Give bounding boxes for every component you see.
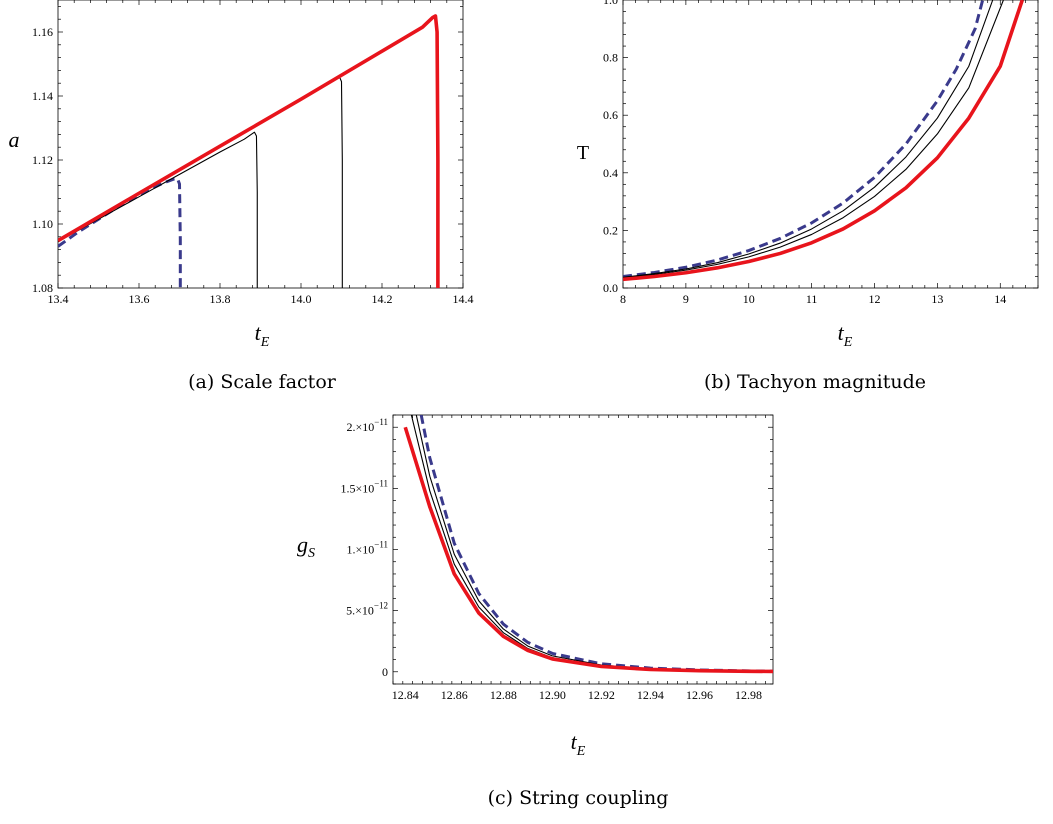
- x-tick-label: 12: [869, 292, 881, 306]
- y-tick-label: 5.×10−12: [346, 601, 388, 618]
- x-tick-label: 13: [931, 292, 943, 306]
- y-tick-label: 1.×10−11: [346, 540, 388, 557]
- y-tick-label: 2.×10−11: [346, 417, 388, 434]
- y-axis-label: T: [577, 142, 589, 164]
- x-axis-label: tE: [838, 320, 853, 350]
- y-tick-label: 1.5×10−11: [340, 478, 388, 495]
- y-tick-label: 1.14: [32, 89, 53, 103]
- y-tick-label: 1.12: [32, 153, 53, 167]
- y-axis-label: a: [9, 127, 20, 152]
- x-tick-label: 12.90: [539, 688, 566, 702]
- series-line-thin-black-1: [623, 0, 994, 278]
- x-axis-label: tE: [255, 320, 270, 350]
- plot-frame: [622, 0, 1039, 289]
- series-line-dashed-blue-0: [623, 0, 985, 278]
- y-tick-label: 1.10: [32, 217, 53, 231]
- x-tick-label: 14.4: [453, 292, 474, 306]
- y-tick-label: 1.08: [32, 281, 53, 295]
- panel-string-coupling: 12.84 12.86 12.88 12.90 12.92 12.94 12.96 12.98…: [297, 414, 774, 809]
- x-tick-label: 12.86: [441, 688, 468, 702]
- x-tick-label: 11: [806, 292, 818, 306]
- y-tick-label: 0.8: [603, 51, 618, 65]
- series-line-dashed-blue-0: [419, 415, 773, 673]
- series-line-dashed-blue-0: [58, 177, 182, 288]
- plot-frame: [392, 414, 774, 685]
- x-tick-label: 14: [994, 292, 1006, 306]
- series-line-thick-red-3: [623, 0, 1024, 282]
- panel-caption: (a) Scale factor: [188, 371, 337, 393]
- x-tick-label: 12.88: [490, 688, 517, 702]
- x-tick-label: 12.92: [588, 688, 615, 702]
- x-tick-label: 12.84: [392, 688, 419, 702]
- x-tick-label: 10: [743, 292, 755, 306]
- y-tick-label: 0.0: [603, 281, 618, 295]
- x-tick-label: 14.2: [372, 292, 393, 306]
- series-line-thin-black-2: [410, 415, 773, 672]
- x-tick-label: 8: [620, 292, 626, 306]
- y-tick-label: 1.0: [603, 0, 618, 7]
- x-tick-label: 12.94: [637, 688, 664, 702]
- x-tick-label: 14.0: [291, 292, 312, 306]
- panel-caption: (c) String coupling: [488, 787, 669, 809]
- series-line-thin-black-1: [58, 131, 258, 288]
- panel-scale-factor: 13.4 13.6 13.8 14.0 14.2 14.4 1.08 1.10 1.12 1.14…: [9, 0, 474, 393]
- x-tick-label: 13.8: [210, 292, 231, 306]
- x-tick-label: 13.6: [129, 292, 150, 306]
- y-tick-label: 1.16: [32, 25, 53, 39]
- y-tick-label: 0.4: [603, 166, 618, 180]
- y-axis-label: gS: [297, 532, 315, 561]
- y-tick-label: 0.6: [603, 108, 618, 122]
- series-line-thick-red-3: [58, 14, 440, 288]
- series-line-thin-black-2: [623, 0, 1004, 279]
- series-line-thick-red-3: [403, 426, 773, 674]
- series-line-thin-black-1: [415, 415, 773, 672]
- x-tick-label: 9: [683, 292, 689, 306]
- panel-tachyon-magnitude: 8 9 10 11 12 13 14 0.0 0.2 0.4 0.6 0.8 1.0 TtE (b) Tac…: [577, 0, 1039, 393]
- y-tick-label: 0.2: [603, 223, 618, 237]
- y-tick-label: 0: [382, 665, 388, 679]
- x-axis-label: tE: [571, 729, 586, 759]
- x-tick-label: 12.96: [686, 688, 713, 702]
- x-tick-label: 13.4: [48, 292, 69, 306]
- x-tick-label: 12.98: [735, 688, 762, 702]
- series-line-thin-black-2: [58, 76, 343, 288]
- panel-caption: (b) Tachyon magnitude: [704, 371, 926, 393]
- plot-frame: [57, 0, 464, 289]
